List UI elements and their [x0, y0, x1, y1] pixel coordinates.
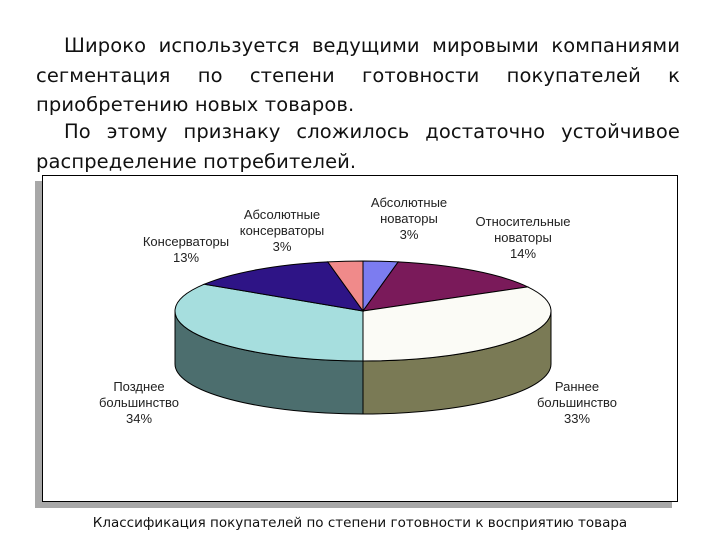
pie-label-0: Абсолютные новаторы 3% [371, 195, 447, 242]
pie-label-5: Абсолютные консерваторы 3% [240, 207, 325, 254]
chart-caption: Классификация покупателей по степени гот… [92, 515, 628, 531]
pie-slice-5 [326, 260, 364, 313]
pie-label-3: Позднее большинство 34% [99, 379, 179, 426]
pie-label-2: Раннее большинство 33% [537, 379, 617, 426]
pie-slice-1 [361, 261, 530, 312]
intro-paragraph: Широко используется ведущими мировыми ко… [36, 34, 680, 116]
pie-slice-4 [202, 261, 365, 312]
pie-label-4: Консерваторы 13% [143, 234, 229, 265]
distribution-paragraph: По этому признаку сложилось достаточно у… [36, 120, 680, 173]
pie-label-1: Относительные новаторы 14% [476, 214, 571, 261]
pie-slice-2 [362, 286, 552, 362]
